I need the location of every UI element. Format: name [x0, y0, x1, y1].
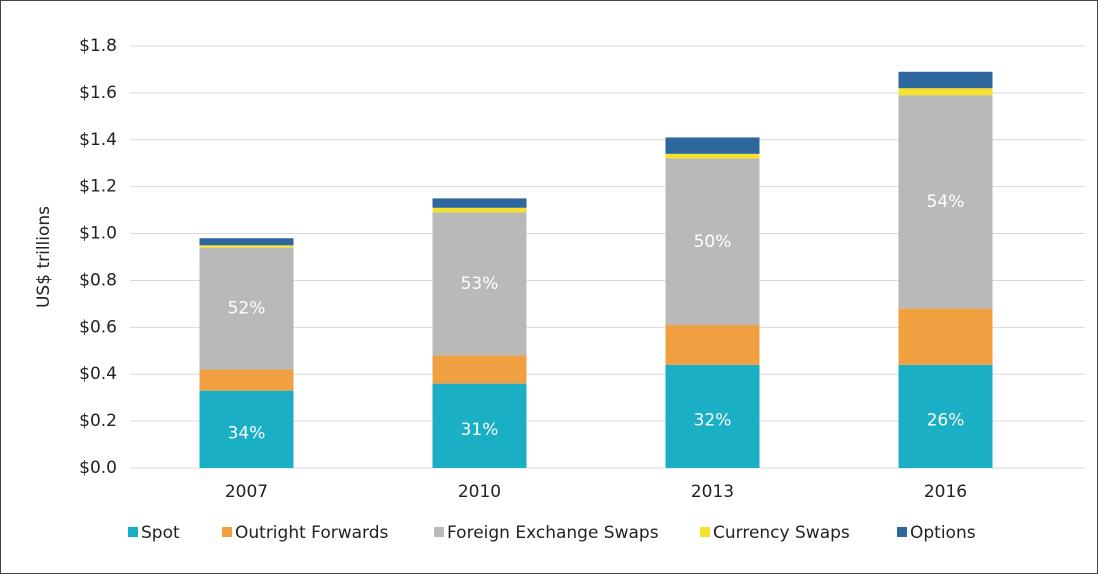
- x-tick-label: 2013: [691, 482, 734, 502]
- y-axis-label: US$ trillions: [34, 206, 54, 308]
- bar-segment: [898, 308, 993, 365]
- bar-segment: [665, 153, 760, 159]
- bar-segment: [199, 247, 294, 370]
- data-label: 52%: [228, 299, 266, 319]
- legend-swatch: [222, 527, 232, 537]
- legend-swatch: [128, 527, 138, 537]
- y-tick-label: $1.2: [79, 177, 117, 197]
- bar-segment: [199, 245, 294, 248]
- legend-swatch: [897, 527, 907, 537]
- bar-segment: [665, 324, 760, 365]
- y-tick-label: $0.0: [79, 458, 117, 478]
- y-tick-label: $0.2: [79, 411, 117, 431]
- data-label: 32%: [694, 410, 732, 430]
- bar-segment: [898, 71, 993, 89]
- legend-swatch: [700, 527, 710, 537]
- bar-segment: [665, 137, 760, 154]
- bar-segment: [898, 95, 993, 309]
- x-tick-label: 2016: [924, 482, 967, 502]
- legend-swatch: [434, 527, 444, 537]
- legend-label: Spot: [141, 523, 180, 543]
- data-label: 54%: [927, 192, 965, 212]
- bar-segment: [432, 212, 527, 356]
- x-tick-label: 2007: [225, 482, 268, 502]
- y-tick-label: $1.8: [79, 36, 117, 56]
- bar-segment: [665, 364, 760, 468]
- legend-label: Currency Swaps: [713, 523, 850, 543]
- y-tick-label: $0.8: [79, 270, 117, 290]
- bar-segment: [432, 198, 527, 208]
- data-label: 26%: [927, 410, 965, 430]
- y-tick-label: $0.4: [79, 364, 117, 384]
- bar-segment: [199, 390, 294, 468]
- data-label: 34%: [228, 423, 266, 443]
- x-tick-label: 2010: [458, 482, 501, 502]
- legend-label: Foreign Exchange Swaps: [447, 523, 659, 543]
- bar-segment: [432, 355, 527, 384]
- data-label: 53%: [461, 274, 499, 294]
- y-tick-label: $1.4: [79, 130, 117, 150]
- legend-label: Outright Forwards: [235, 523, 389, 543]
- y-tick-label: $1.0: [79, 224, 117, 244]
- bar-segment: [665, 158, 760, 325]
- data-label: 50%: [694, 232, 732, 252]
- y-tick-label: $1.6: [79, 83, 117, 103]
- bar-segment: [898, 364, 993, 468]
- bar-segment: [199, 238, 294, 246]
- data-label: 31%: [461, 420, 499, 440]
- y-tick-label: $0.6: [79, 317, 117, 337]
- bar-segment: [432, 207, 527, 213]
- bar-segment: [199, 369, 294, 391]
- bar-segment: [898, 88, 993, 96]
- legend-label: Options: [910, 523, 976, 543]
- bar-segment: [432, 383, 527, 468]
